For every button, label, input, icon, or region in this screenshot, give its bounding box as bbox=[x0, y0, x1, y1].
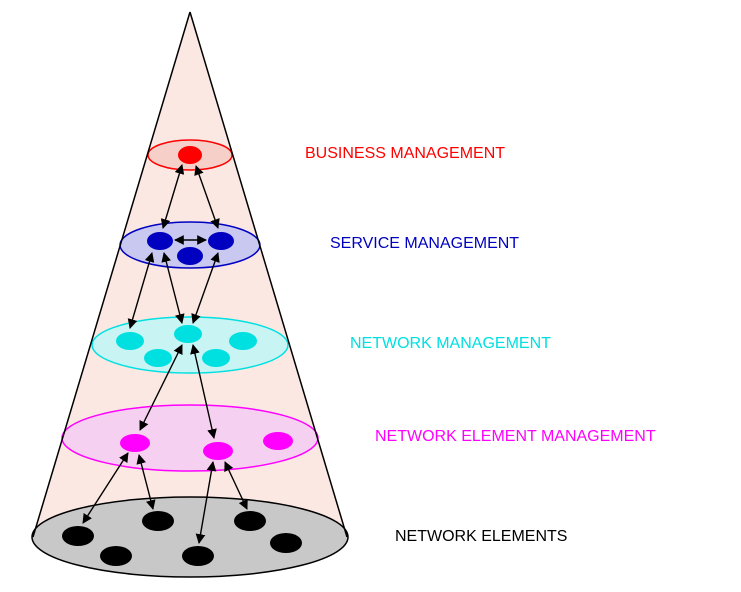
node-elements-4 bbox=[182, 546, 214, 566]
node-network-1 bbox=[174, 325, 202, 343]
node-elements-3 bbox=[100, 546, 132, 566]
node-nem-1 bbox=[203, 442, 233, 460]
node-network-2 bbox=[229, 332, 257, 350]
label-elements: NETWORK ELEMENTS bbox=[395, 528, 567, 545]
node-network-4 bbox=[202, 349, 230, 367]
label-business: BUSINESS MANAGEMENT bbox=[305, 145, 505, 162]
node-service-0 bbox=[147, 232, 173, 250]
node-network-3 bbox=[144, 349, 172, 367]
node-elements-1 bbox=[142, 511, 174, 531]
node-elements-0 bbox=[62, 526, 94, 546]
label-service: SERVICE MANAGEMENT bbox=[330, 235, 519, 252]
cone-body bbox=[33, 12, 347, 573]
node-business-0 bbox=[178, 146, 202, 164]
node-nem-0 bbox=[120, 434, 150, 452]
node-nem-2 bbox=[263, 432, 293, 450]
node-service-2 bbox=[177, 247, 203, 265]
label-nem: NETWORK ELEMENT MANAGEMENT bbox=[375, 428, 656, 445]
node-service-1 bbox=[208, 232, 234, 250]
node-elements-2 bbox=[234, 511, 266, 531]
node-network-0 bbox=[116, 332, 144, 350]
label-network: NETWORK MANAGEMENT bbox=[350, 335, 551, 352]
node-elements-5 bbox=[270, 533, 302, 553]
